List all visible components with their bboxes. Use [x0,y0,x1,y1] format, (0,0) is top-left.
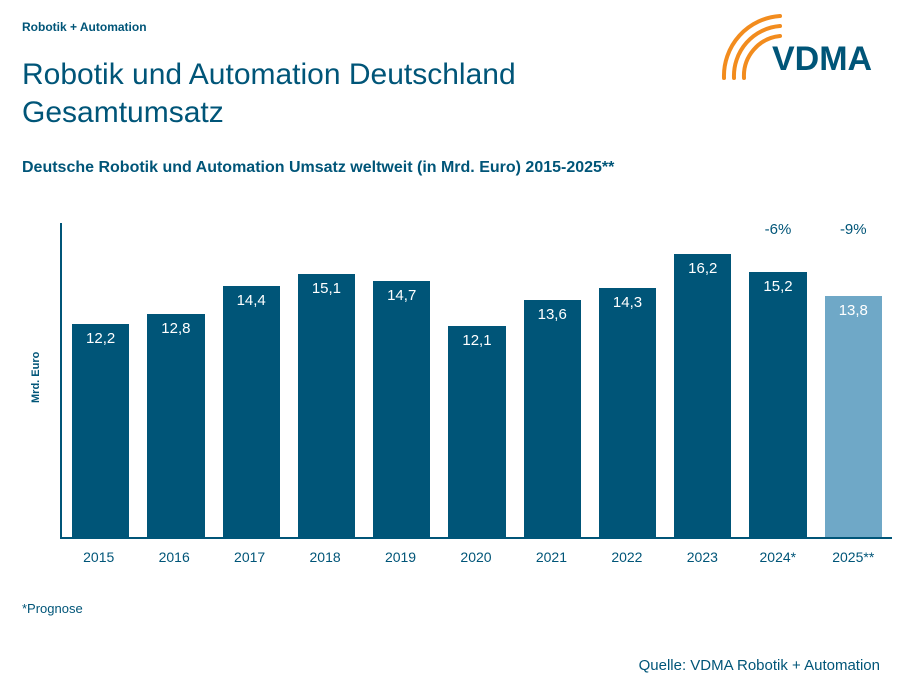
bar-value-label: 14,7 [373,287,430,304]
bar-column: 14,3 [599,223,656,537]
bar-value-label: 13,6 [524,306,581,323]
bar: 13,6 [524,300,581,537]
bar: 13,8 [825,296,882,537]
bar-value-label: 16,2 [674,260,731,277]
x-tick-label: 2016 [145,549,202,565]
x-tick-label: 2018 [296,549,353,565]
bar-value-label: 15,2 [749,278,806,295]
bar-column: 12,1 [448,223,505,537]
bar-value-label: 12,1 [448,332,505,349]
bar: 14,7 [373,281,430,537]
source-citation: Quelle: VDMA Robotik + Automation [639,657,880,674]
bar-column: 16,2 [674,223,731,537]
x-axis-labels: 2015 2016 2017 2018 2019 2020 2021 2022 2023 2024… [60,549,892,565]
bar: 15,2 [749,272,806,537]
bar-value-label: 12,8 [147,320,204,337]
x-tick-label: 2015 [70,549,127,565]
bar: 15,1 [298,274,355,537]
title-line-2: Gesamtumsatz [22,96,224,129]
x-tick-label: 2019 [372,549,429,565]
x-tick-label: 2020 [447,549,504,565]
bar-column: 12,2 [72,223,129,537]
bar: 12,1 [448,326,505,537]
bar: 12,8 [147,314,204,537]
x-tick-label: 2017 [221,549,278,565]
title-line-1: Robotik und Automation Deutschland [22,58,516,91]
bar-chart: Mrd. Euro 12,212,814,415,114,712,113,614… [52,223,892,563]
bar-column: -6% 15,2 [749,223,806,537]
bar-column: 12,8 [147,223,204,537]
bar-column: 15,1 [298,223,355,537]
bar: 14,3 [599,288,656,537]
bar-value-label: 15,1 [298,280,355,297]
x-tick-label: 2022 [598,549,655,565]
bar: 12,2 [72,324,129,537]
vdma-logo: VDMA [712,8,882,99]
x-tick-label: 2024* [749,549,806,565]
bar-value-label: 14,3 [599,294,656,311]
bar-value-label: 13,8 [825,302,882,319]
y-axis-label: Mrd. Euro [30,352,42,403]
bar: 16,2 [674,254,731,537]
bar-column: -9% 13,8 [825,223,882,537]
bar-column: 14,7 [373,223,430,537]
bar-annotation: -6% [765,221,792,238]
bar-value-label: 12,2 [72,330,129,347]
x-tick-label: 2023 [674,549,731,565]
bar: 14,4 [223,286,280,537]
footnote: *Prognose [22,601,882,616]
bar-column: 13,6 [524,223,581,537]
plot-area: 12,2 12,8 14,4 15,1 14,7 12,1 13,6 14,3 16,2 -6% 1… [60,223,892,539]
bar-column: 14,4 [223,223,280,537]
chart-subtitle: Deutsche Robotik und Automation Umsatz w… [22,159,882,177]
x-tick-label: 2021 [523,549,580,565]
bar-value-label: 14,4 [223,292,280,309]
x-tick-label: 2025** [825,549,882,565]
logo-text: VDMA [772,40,872,78]
kicker-text: Robotik + Automation [22,20,147,34]
bar-annotation: -9% [840,221,867,238]
